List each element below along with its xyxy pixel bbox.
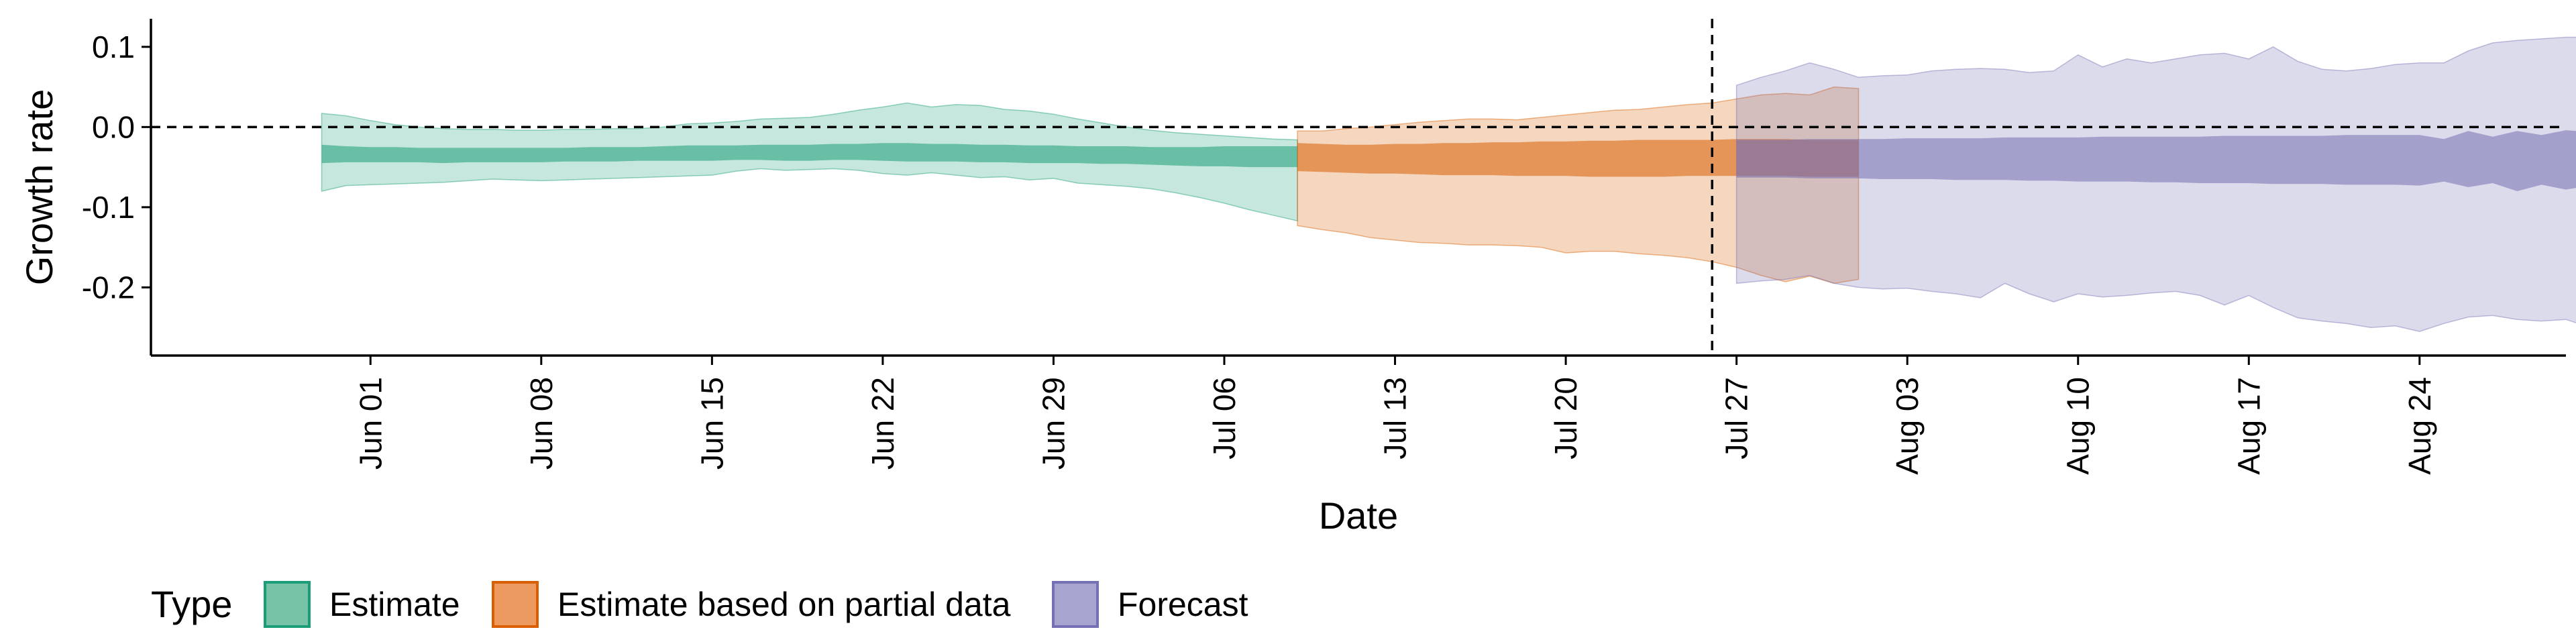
plot-area (321, 36, 2576, 332)
inner-band-0 (321, 143, 1298, 168)
legend-label-0: Estimate (329, 586, 460, 623)
x-tick-label: Jul 13 (1378, 377, 1413, 460)
x-tick-label: Jun 29 (1036, 377, 1071, 470)
y-tick-label: -0.2 (82, 270, 135, 305)
y-tick-label: -0.1 (82, 190, 135, 225)
x-tick-label: Jun 01 (353, 377, 388, 470)
series-2 (1735, 36, 2576, 332)
x-tick-label: Aug 24 (2402, 377, 2437, 475)
x-tick-label: Jul 27 (1719, 377, 1754, 460)
legend: Type Estimate Estimate based on partial d… (151, 581, 1248, 628)
x-tick-label: Jul 20 (1548, 377, 1583, 460)
x-tick-label: Jun 22 (865, 377, 900, 470)
legend-label-2: Forecast (1118, 586, 1248, 623)
reference-lines (151, 19, 2566, 356)
outer-band-2 (1735, 36, 2576, 332)
outer-band-1 (1297, 86, 1860, 284)
inner-band-1 (1297, 139, 1859, 177)
legend-swatch-1 (492, 581, 539, 628)
x-tick-label: Aug 17 (2231, 377, 2266, 475)
axes: 0.1 0.0 -0.1 -0.2 Jun 01 Jun 08 Jun 15 Jun 22 Ju… (82, 19, 2566, 475)
y-tick-label: 0.1 (92, 30, 135, 64)
legend-title: Type (151, 583, 232, 625)
x-tick-label: Jun 15 (694, 377, 729, 470)
inner-band-2 (1736, 130, 2576, 191)
legend-swatch-0 (264, 581, 311, 628)
x-tick-label: Aug 03 (1890, 377, 1925, 475)
x-tick-label: Jul 06 (1207, 377, 1242, 460)
x-tick-label: Aug 10 (2061, 377, 2096, 475)
series-0 (321, 102, 1298, 222)
y-tick-label: 0.0 (92, 109, 135, 144)
x-tick-label: Jun 08 (524, 377, 559, 470)
legend-swatch-2 (1052, 581, 1099, 628)
legend-label-1: Estimate based on partial data (557, 586, 1011, 623)
series-1 (1297, 86, 1860, 284)
y-axis-title: Growth rate (18, 89, 60, 286)
x-axis-title: Date (1319, 494, 1398, 537)
